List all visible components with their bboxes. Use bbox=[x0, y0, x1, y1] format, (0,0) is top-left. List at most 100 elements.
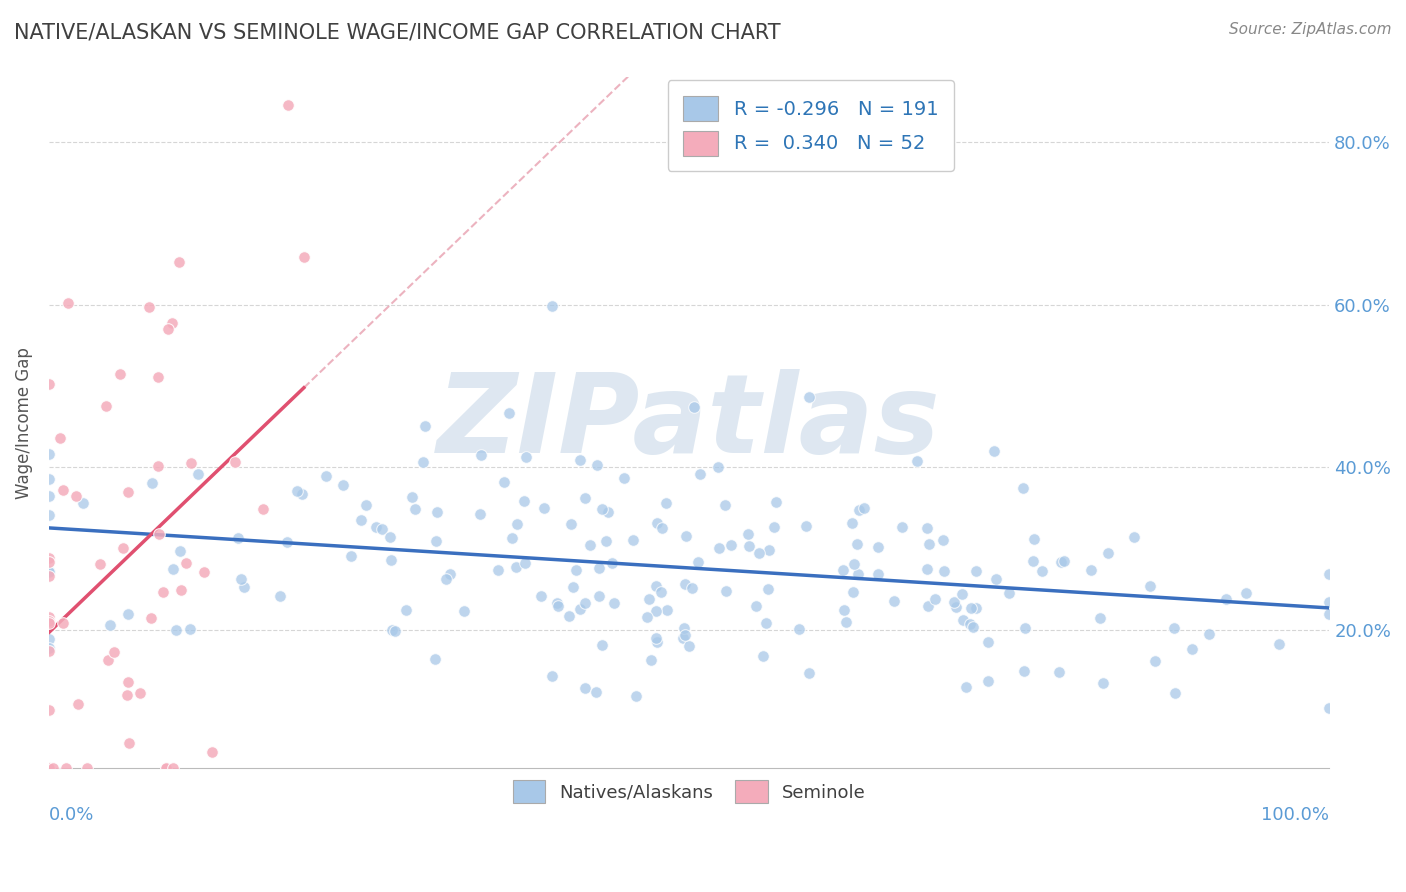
Point bbox=[574, 681, 596, 696]
Point bbox=[381, 623, 404, 637]
Point bbox=[269, 590, 291, 604]
Point bbox=[515, 450, 537, 464]
Text: NATIVE/ALASKAN VS SEMINOLE WAGE/INCOME GAP CORRELATION CHART: NATIVE/ALASKAN VS SEMINOLE WAGE/INCOME G… bbox=[14, 22, 780, 42]
Point bbox=[38, 615, 60, 629]
Point bbox=[349, 513, 371, 527]
Point bbox=[1123, 530, 1146, 544]
Point bbox=[117, 607, 139, 621]
Point bbox=[569, 602, 592, 616]
Point bbox=[686, 555, 709, 569]
Point bbox=[315, 468, 337, 483]
Point bbox=[501, 531, 523, 545]
Point bbox=[675, 529, 697, 543]
Point bbox=[745, 599, 768, 613]
Point bbox=[586, 458, 609, 473]
Point bbox=[955, 680, 977, 694]
Point bbox=[983, 443, 1005, 458]
Point bbox=[141, 476, 163, 491]
Point bbox=[682, 581, 704, 595]
Point bbox=[426, 505, 449, 519]
Point bbox=[366, 520, 388, 534]
Point bbox=[644, 579, 666, 593]
Point bbox=[187, 467, 209, 481]
Point bbox=[38, 761, 60, 775]
Point bbox=[799, 666, 821, 681]
Point bbox=[55, 761, 77, 775]
Point bbox=[38, 472, 60, 486]
Point bbox=[1268, 637, 1291, 651]
Point bbox=[148, 526, 170, 541]
Point bbox=[562, 580, 585, 594]
Point bbox=[841, 516, 863, 530]
Point bbox=[595, 533, 617, 548]
Point bbox=[1014, 621, 1036, 635]
Point bbox=[738, 539, 761, 553]
Text: ZIPatlas: ZIPatlas bbox=[437, 369, 941, 476]
Point bbox=[291, 487, 314, 501]
Point bbox=[952, 613, 974, 627]
Point bbox=[339, 549, 361, 564]
Point bbox=[356, 498, 378, 512]
Point bbox=[950, 587, 973, 601]
Point bbox=[846, 537, 869, 551]
Point bbox=[932, 564, 955, 578]
Point bbox=[232, 580, 254, 594]
Point bbox=[748, 546, 770, 560]
Point bbox=[645, 635, 668, 649]
Point bbox=[1024, 533, 1046, 547]
Point bbox=[226, 531, 249, 545]
Point bbox=[169, 543, 191, 558]
Point bbox=[1031, 564, 1053, 578]
Point bbox=[38, 761, 60, 775]
Point bbox=[558, 608, 581, 623]
Point bbox=[38, 447, 60, 461]
Point bbox=[439, 566, 461, 581]
Point bbox=[588, 590, 610, 604]
Point bbox=[560, 517, 582, 532]
Point bbox=[672, 631, 695, 645]
Point bbox=[162, 761, 184, 775]
Point bbox=[915, 562, 938, 576]
Point bbox=[977, 635, 1000, 649]
Point bbox=[412, 455, 434, 469]
Point bbox=[52, 483, 75, 497]
Point bbox=[94, 400, 117, 414]
Point bbox=[38, 568, 60, 582]
Point bbox=[640, 653, 662, 667]
Point bbox=[720, 538, 742, 552]
Point bbox=[129, 686, 152, 700]
Point bbox=[755, 616, 778, 631]
Point bbox=[436, 573, 458, 587]
Point bbox=[38, 564, 60, 578]
Point bbox=[453, 604, 475, 618]
Point bbox=[578, 538, 600, 552]
Point bbox=[600, 556, 623, 570]
Point bbox=[1022, 553, 1045, 567]
Point bbox=[115, 688, 138, 702]
Point bbox=[1090, 610, 1112, 624]
Point bbox=[285, 484, 308, 499]
Point bbox=[638, 592, 661, 607]
Point bbox=[844, 557, 866, 571]
Point bbox=[1050, 555, 1073, 569]
Point bbox=[38, 551, 60, 566]
Point bbox=[155, 761, 177, 775]
Point bbox=[868, 566, 890, 581]
Point bbox=[1236, 586, 1258, 600]
Point bbox=[713, 498, 735, 512]
Point bbox=[959, 616, 981, 631]
Point bbox=[915, 521, 938, 535]
Point bbox=[174, 556, 197, 570]
Text: 100.0%: 100.0% bbox=[1261, 805, 1329, 823]
Point bbox=[917, 599, 939, 613]
Point bbox=[834, 602, 856, 616]
Point bbox=[533, 501, 555, 516]
Point bbox=[591, 638, 613, 652]
Point bbox=[292, 251, 315, 265]
Point bbox=[645, 516, 668, 530]
Point bbox=[574, 491, 596, 505]
Point bbox=[1317, 566, 1340, 581]
Point bbox=[977, 674, 1000, 689]
Point bbox=[1144, 654, 1167, 668]
Point bbox=[984, 572, 1007, 586]
